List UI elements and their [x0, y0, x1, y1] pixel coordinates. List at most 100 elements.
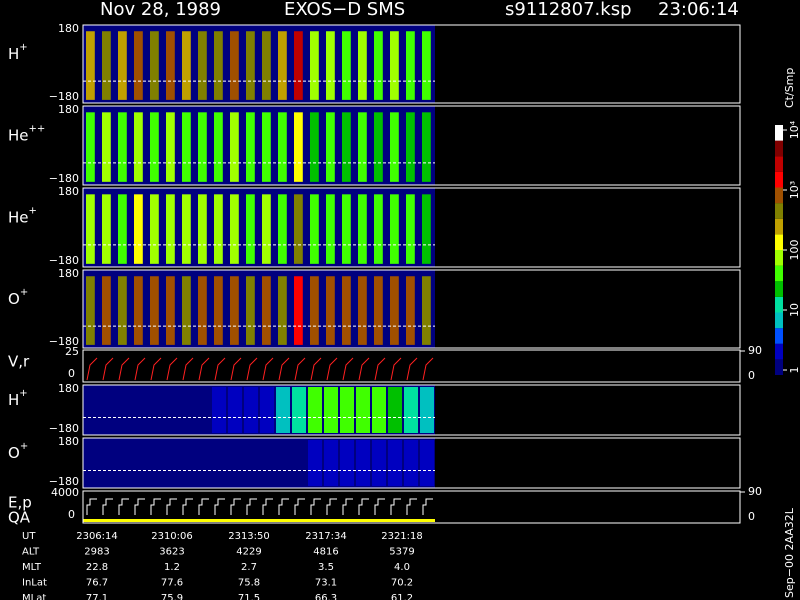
spectrum-cell	[342, 112, 351, 182]
spectrum-cell	[310, 194, 319, 264]
ephemeris-value: 75.8	[238, 578, 260, 589]
ep-trace	[86, 498, 433, 515]
colorbar-cell	[775, 359, 783, 375]
spectrum-cell	[198, 194, 207, 264]
spectrum-cell	[86, 276, 95, 345]
y-top: 4000	[51, 486, 79, 499]
spectrum-cell	[118, 112, 127, 182]
spectrum-cell	[150, 194, 159, 264]
spectrum-cell	[134, 194, 143, 264]
y-top: 180	[58, 103, 79, 116]
spectrum-cell	[340, 387, 354, 433]
spectrum-cell	[278, 194, 287, 264]
y-top: 180	[58, 382, 79, 395]
ephemeris-value: 70.2	[391, 578, 413, 589]
spectrum-cell	[118, 194, 127, 264]
ephemeris-value: 22.8	[86, 562, 108, 573]
spectrum-cell	[100, 440, 114, 486]
colorbar-cell	[775, 328, 783, 344]
colorbar-label: 100	[788, 240, 800, 261]
spectrum-cell	[214, 31, 223, 100]
spectrum-cell	[134, 276, 143, 345]
label-name: H	[8, 391, 19, 409]
ephemeris-value: 4.0	[394, 562, 410, 573]
spectrum-cell	[150, 31, 159, 100]
panel-frame	[82, 349, 741, 383]
spectrum-cell	[134, 112, 143, 182]
ephemeris-value: 1.2	[164, 562, 180, 573]
ephemeris-value: 66.3	[315, 593, 337, 600]
y-bottom: 0	[68, 367, 75, 380]
label-sup: ++	[29, 124, 46, 135]
spectrum-cell	[420, 387, 434, 433]
y-bottom: −180	[49, 90, 79, 103]
panel-label: H+	[8, 42, 28, 63]
spectrum-cell	[260, 440, 274, 486]
spectrum-cell	[278, 31, 287, 100]
label-name: H	[8, 45, 19, 63]
spectrum-cell	[84, 440, 98, 486]
spectrum-cell	[404, 387, 418, 433]
spectrum-cell	[102, 112, 111, 182]
spectrum-cell	[230, 276, 239, 345]
spectrum-cell	[278, 276, 287, 345]
colorbar-cell	[775, 343, 783, 360]
spectrum-cell	[374, 194, 383, 264]
spectrum-cell	[326, 112, 335, 182]
panel-label: O+	[8, 287, 28, 308]
spectrum-cell	[118, 276, 127, 345]
spectrum-cell	[276, 440, 290, 486]
ephemeris-value: 61.2	[391, 593, 413, 600]
spectrum-cell	[374, 276, 383, 345]
spectrum-cell	[326, 276, 335, 345]
spectrum-cell	[388, 387, 402, 433]
spectrum-cell	[180, 387, 194, 433]
panel-label: H+	[8, 388, 28, 409]
spectrum-cell	[294, 194, 303, 264]
spectrum-cell	[198, 112, 207, 182]
spectrum-cell	[326, 31, 335, 100]
colorbar-unit: Ct/Smp	[783, 68, 796, 108]
ephemeris-value: 71.5	[238, 593, 260, 600]
spectrum-cell	[262, 194, 271, 264]
ephemeris-value: 2317:34	[305, 531, 347, 542]
panel-frame	[82, 384, 741, 436]
vr-trace	[86, 357, 434, 381]
spectrum-cell	[118, 31, 127, 100]
spectrum-cell	[342, 276, 351, 345]
spectrum-cell	[196, 440, 210, 486]
colorbar-cell	[775, 281, 783, 297]
y-bottom: −180	[49, 335, 79, 348]
spectrum-cell	[390, 194, 399, 264]
colorbar-cell	[775, 171, 783, 188]
spectrum-cell	[102, 276, 111, 345]
spectrum-cell	[246, 194, 255, 264]
y-bottom: −180	[49, 422, 79, 435]
spectrum-cell	[164, 440, 178, 486]
spectrum-cell	[294, 276, 303, 345]
spectrum-cell	[182, 112, 191, 182]
spectrum-cell	[342, 194, 351, 264]
instrument: EXOS−D SMS	[284, 0, 405, 20]
label-name: O	[8, 444, 20, 462]
spectrum-cell	[102, 31, 111, 100]
ephemeris-value: 2313:50	[228, 531, 270, 542]
spectrum-cell	[276, 387, 290, 433]
spectrum-cell	[260, 387, 274, 433]
spectrum-cell	[262, 31, 271, 100]
colorbar-cell	[775, 312, 783, 329]
ephemeris-label: UT	[22, 531, 36, 542]
ephemeris-value: 2310:06	[151, 531, 193, 542]
spectrum-cell	[262, 112, 271, 182]
spectrum-cell	[214, 194, 223, 264]
label-sup: +	[20, 441, 28, 452]
spectrum-cell	[374, 31, 383, 100]
spectrum-cell	[358, 31, 367, 100]
colorbar-cell	[775, 140, 783, 157]
spectrum-cell	[406, 31, 415, 100]
ephemeris-value: 3.5	[318, 562, 334, 573]
ephemeris-value: 2306:14	[76, 531, 118, 542]
spectrum-cell	[148, 387, 162, 433]
ephemeris-label: ALT	[22, 547, 40, 558]
spectrum-cell	[246, 276, 255, 345]
